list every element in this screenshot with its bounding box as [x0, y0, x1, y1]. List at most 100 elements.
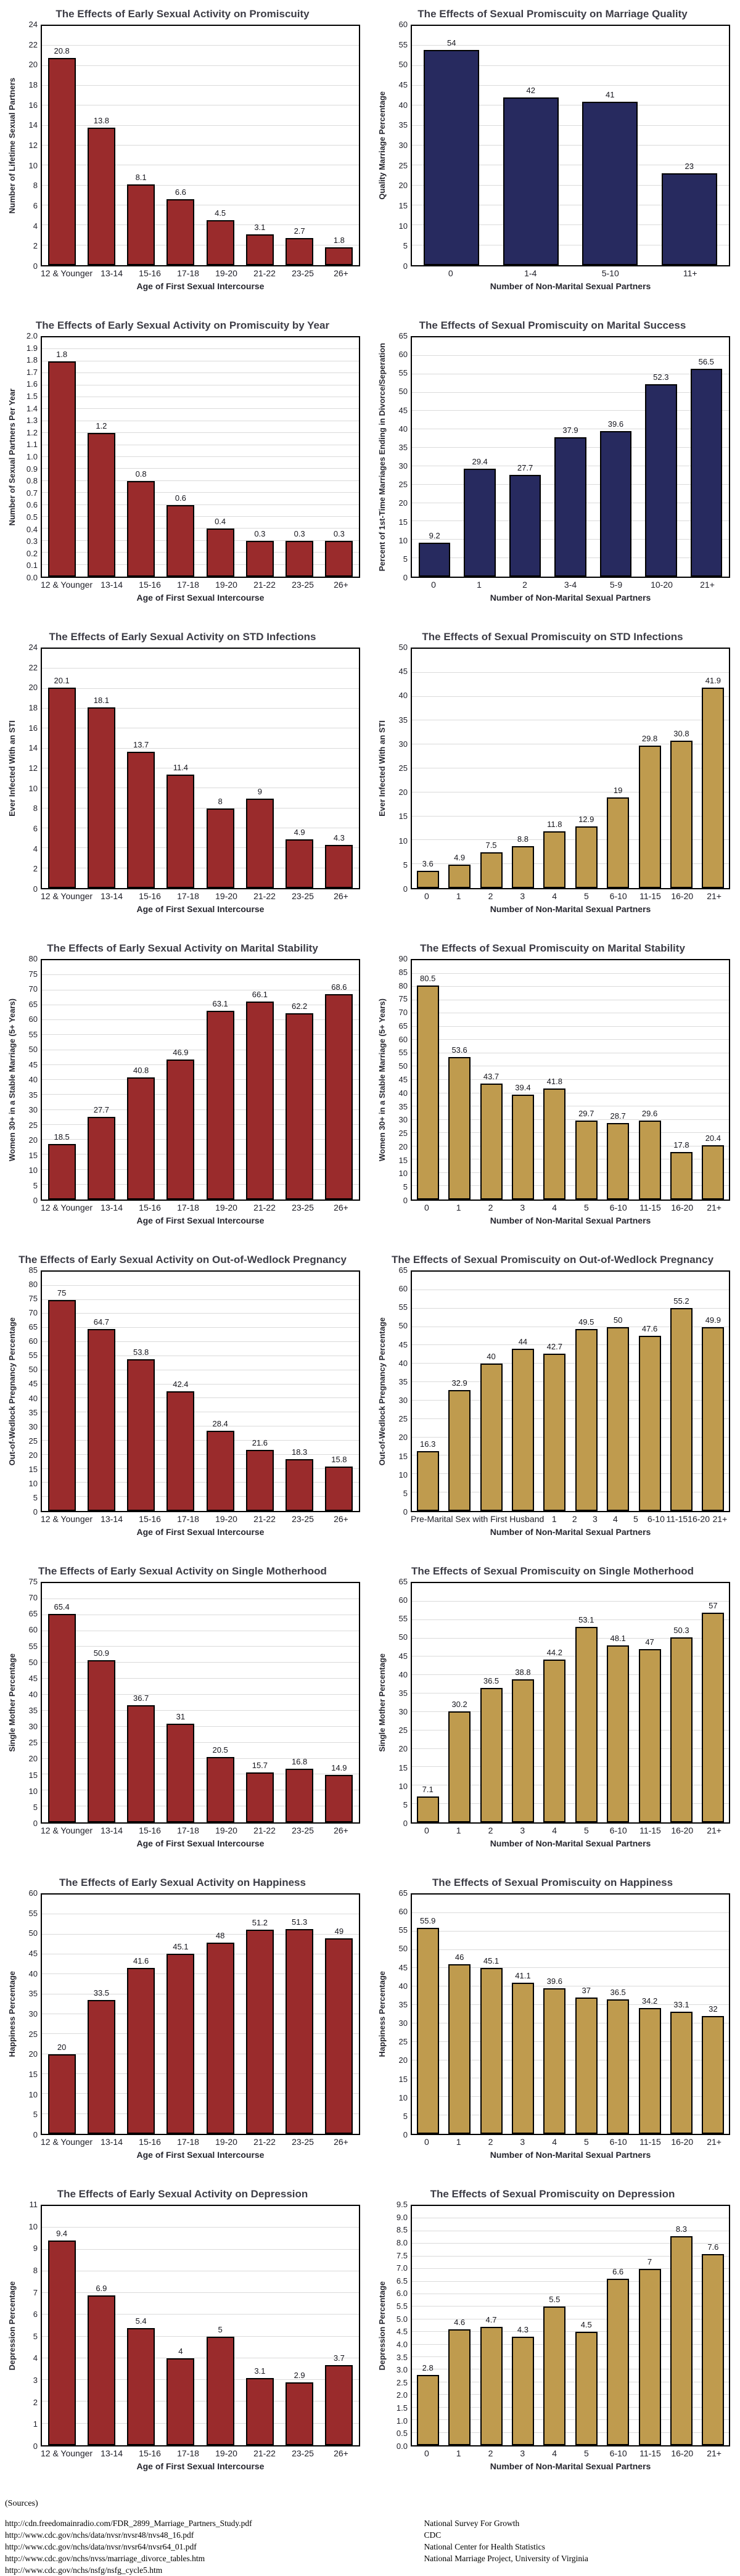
bar-value-label: 11.8 — [547, 820, 562, 829]
y-tick-label: 0 — [33, 2442, 38, 2451]
y-axis-ticks: 0 5 10 15 20 25 30 35 40 45 50 55 60 65 — [388, 1265, 411, 1516]
bar — [509, 474, 541, 577]
bar-slot: 34.2 — [634, 1895, 665, 2134]
bar-value-label: 18.3 — [291, 1447, 308, 1457]
gridline — [42, 688, 359, 689]
x-tick-label: 17-18 — [177, 2448, 199, 2458]
bar-value-label: 9 — [257, 786, 262, 796]
plot-column: 7.1 30.2 36.5 38.8 44.2 53.1 48.1 47 50.3 57 0 1 2 3 4… — [411, 1582, 730, 1848]
bar-value-label: 18.1 — [93, 696, 110, 706]
gridline — [42, 1726, 359, 1727]
bar-slot: 4.5 — [570, 2206, 602, 2445]
bar — [47, 361, 76, 577]
gridline — [412, 1363, 729, 1364]
y-tick-label: 10 — [28, 2221, 38, 2231]
bar — [166, 199, 195, 265]
source-row: http://www.cdc.gov/nchs/nvss/marriage_di… — [5, 2553, 740, 2564]
y-tick-label: 45 — [398, 1962, 408, 1972]
bar — [424, 49, 480, 265]
y-axis-label-wrap: Women 30+ in a Stable Marriage (5+ Years… — [375, 959, 388, 1201]
bar-slot: 30.8 — [665, 649, 697, 888]
y-tick-label: 2.0 — [26, 331, 38, 340]
x-tick-label: 17-18 — [177, 1203, 199, 1212]
x-tick-label: 3 — [520, 1203, 525, 1212]
bar-slot: 42.4 — [161, 1272, 200, 1511]
bar — [325, 2364, 353, 2445]
x-tick-label: 17-18 — [177, 1825, 199, 1835]
y-axis-ticks: 0.0 0.1 0.2 0.3 0.4 0.5 0.6 0.7 0.8 0.9 1.0 1.1 1.2 1… — [18, 331, 41, 582]
bar-slot: 13.7 — [121, 649, 161, 888]
source-org: CDC — [424, 2530, 442, 2540]
bar-value-label: 41.8 — [546, 1076, 562, 1086]
y-axis-label-wrap: Number of Sexual Partners Per Year — [5, 336, 18, 578]
x-axis-label: Age of First Sexual Intercourse — [136, 281, 265, 291]
bar-value-label: 40 — [487, 1352, 496, 1362]
y-tick-label: 10 — [28, 160, 38, 170]
bar — [47, 1613, 76, 1822]
bar-slot: 45.1 — [475, 1895, 507, 2134]
bar — [286, 540, 314, 577]
x-axis-label: Number of Non-Marital Sexual Partners — [490, 1838, 651, 1848]
x-tick-label: Pre-Marital Sex with First Husband — [411, 1514, 545, 1524]
y-tick-label: 50 — [398, 1944, 408, 1954]
gridline — [412, 1418, 729, 1419]
bar — [448, 864, 471, 888]
bar — [554, 437, 586, 577]
y-tick-label: 0.1 — [26, 561, 38, 570]
plot-area: 7.1 30.2 36.5 38.8 44.2 53.1 48.1 47 50.3 57 — [411, 1582, 730, 1824]
y-axis-label: Number of Lifetime Sexual Partners — [7, 77, 17, 214]
y-tick-label: 75 — [28, 1577, 38, 1586]
y-tick-label: 11 — [29, 2200, 38, 2209]
y-tick-label: 5 — [403, 1800, 408, 1809]
bar-slot: 8.8 — [507, 649, 538, 888]
plot-column: 54 42 41 23 0 1-4 5-10 11+ Number of Non-Marital… — [411, 25, 730, 291]
y-tick-label: 40 — [398, 1669, 408, 1679]
bar-value-label: 29.8 — [641, 733, 658, 743]
x-tick-label: 1 — [456, 891, 461, 901]
y-axis-ticks: 0 5 10 15 20 25 30 35 40 45 50 55 60 65 — [388, 331, 411, 582]
bar — [416, 1796, 439, 1822]
gridline — [42, 1678, 359, 1679]
y-tick-label: 25 — [398, 763, 408, 773]
bar — [166, 1723, 195, 1822]
gridline — [42, 807, 359, 809]
bar-slot: 4 — [161, 2206, 200, 2445]
x-tick-label: 15-16 — [139, 2137, 161, 2147]
x-tick-label: 12 & Younger — [41, 2137, 93, 2147]
bar-slot: 41.6 — [121, 1895, 161, 2134]
chart-body: Number of Sexual Partners Per Year 0.0 0.1… — [5, 331, 360, 603]
bar-value-label: 0.3 — [333, 529, 345, 538]
x-tick-label: 0 — [424, 1203, 429, 1212]
y-tick-label: 40 — [28, 1969, 38, 1978]
y-tick-label: 65 — [28, 1322, 38, 1332]
bars-layer: 18.5 27.7 40.8 46.9 63.1 66.1 62.2 68.6 — [42, 960, 359, 1200]
y-axis-label: Depression Percentage — [7, 2281, 17, 2371]
bar-value-label: 7 — [647, 2257, 652, 2267]
bar-value-label: 16.8 — [291, 1757, 308, 1767]
bar-value-label: 34.2 — [641, 1996, 658, 2006]
gridline — [42, 1482, 359, 1483]
plot-area: 18.5 27.7 40.8 46.9 63.1 66.1 62.2 68.6 — [41, 959, 360, 1201]
y-tick-label: 65 — [398, 1265, 408, 1275]
bars-layer: 54 42 41 23 — [412, 26, 729, 265]
x-tick-label: 21-22 — [253, 1514, 276, 1524]
bar-slot: 7 — [634, 2206, 665, 2445]
bar-value-label: 15.7 — [252, 1760, 268, 1770]
x-axis-ticks: 12 & Younger 13-14 15-16 17-18 19-20 21-22 23-… — [41, 1825, 360, 1835]
y-tick-label: 0 — [403, 884, 408, 894]
y-tick-label: 15 — [398, 812, 408, 821]
y-tick-label: 70 — [28, 1308, 38, 1318]
x-axis-ticks: 0 1 2 3 4 5 6-10 11-15 16-20 21+ — [411, 2448, 730, 2458]
bar-value-label: 65.4 — [54, 1602, 70, 1611]
y-tick-label: 1.5 — [396, 2403, 408, 2413]
y-axis-ticks: 0 1 2 3 4 5 6 7 8 9 10 11 — [18, 2200, 41, 2451]
bar-slot: 53.6 — [443, 960, 475, 1200]
x-tick-label: 13-14 — [101, 2137, 123, 2147]
bar-value-label: 8.3 — [675, 2224, 687, 2234]
bar-value-label: 48 — [215, 1930, 225, 1940]
bar — [245, 1450, 274, 1511]
x-tick-label: 17-18 — [177, 891, 199, 901]
gridline — [42, 668, 359, 669]
bar — [416, 871, 439, 888]
y-tick-label: 20 — [398, 2055, 408, 2065]
